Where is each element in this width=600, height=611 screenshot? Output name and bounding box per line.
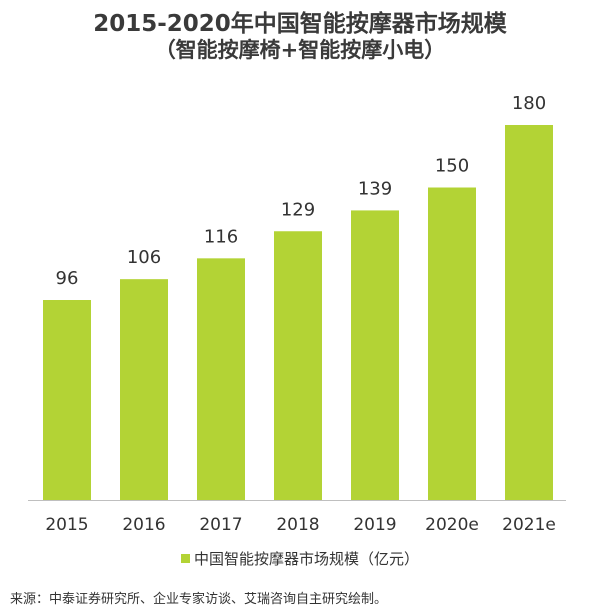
x-tick-label-2021e: 2021e	[502, 515, 556, 535]
data-label-2016: 106	[127, 247, 161, 268]
bar-2018	[274, 231, 322, 500]
data-label-2020e: 150	[435, 156, 469, 177]
x-tick-labels-group: 2015 2016 2017 2018 2019 2020e 2021e	[45, 515, 556, 535]
bar-2017	[197, 258, 245, 500]
x-tick-label-2018: 2018	[276, 515, 319, 535]
source-note: 来源：中泰证券研究所、企业专家访谈、艾瑞咨询自主研究绘制。	[10, 592, 388, 607]
x-tick-label-2017: 2017	[199, 515, 242, 535]
data-label-2019: 139	[358, 178, 392, 199]
chart-title-line1: 2015-2020年中国智能按摩器市场规模	[93, 11, 507, 37]
legend-swatch	[180, 554, 190, 563]
chart-title-line2: （智能按摩椅+智能按摩小电）	[154, 38, 446, 62]
legend: 中国智能按摩器市场规模（亿元）	[0, 548, 600, 569]
legend-label: 中国智能按摩器市场规模（亿元）	[193, 550, 419, 568]
bar-2016	[120, 279, 168, 500]
x-tick-label-2015: 2015	[45, 515, 88, 535]
bar-2021e	[505, 125, 553, 500]
data-label-2018: 129	[281, 199, 315, 220]
bar-2019	[351, 210, 399, 500]
x-tick-label-2019: 2019	[353, 515, 396, 535]
bar-2015	[43, 300, 91, 500]
data-label-2017: 116	[204, 226, 238, 247]
x-tick-label-2020e: 2020e	[425, 515, 479, 535]
data-labels-group: 96 106 116 129 139 150 180	[56, 93, 547, 289]
data-label-2021e: 180	[512, 93, 546, 114]
bars-group	[43, 125, 553, 500]
bar-2020e	[428, 187, 476, 500]
x-tick-label-2016: 2016	[122, 515, 165, 535]
data-label-2015: 96	[56, 268, 79, 289]
